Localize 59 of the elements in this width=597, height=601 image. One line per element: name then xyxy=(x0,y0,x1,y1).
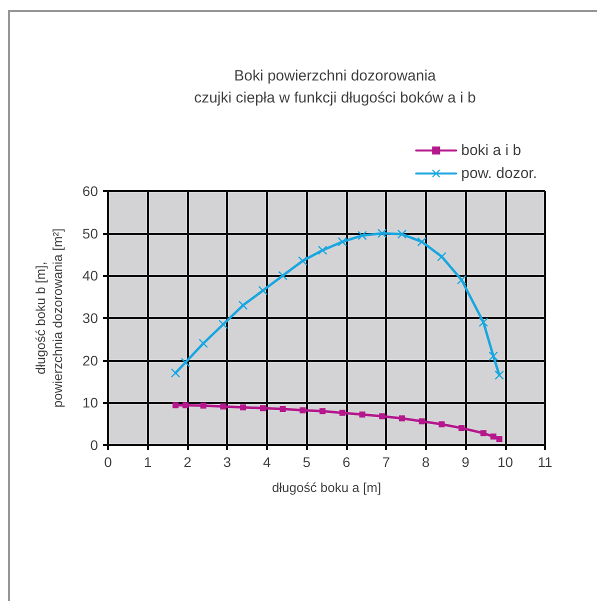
point xyxy=(338,237,347,246)
y-axis-title: długość boku b [m], powierzchnia dozorowania [m²] xyxy=(33,228,65,408)
y-tick-label: 40 xyxy=(82,268,98,284)
x-axis-title: długość boku a [m] xyxy=(272,480,382,495)
point xyxy=(198,338,208,348)
x-tick-label: 6 xyxy=(342,454,350,470)
legend-label: pow. dozor. xyxy=(461,165,538,182)
point xyxy=(417,237,426,246)
point xyxy=(488,352,498,361)
point xyxy=(437,252,446,262)
y-tick-label: 50 xyxy=(82,225,98,242)
point xyxy=(457,275,466,284)
point xyxy=(240,404,246,410)
point xyxy=(318,246,328,255)
x-tick-label: 10 xyxy=(497,454,514,470)
point xyxy=(358,230,367,240)
x-tick-label: 5 xyxy=(302,454,311,470)
point xyxy=(218,320,228,329)
point xyxy=(278,271,288,280)
point xyxy=(378,228,387,238)
point xyxy=(379,413,386,420)
point xyxy=(260,405,266,412)
point xyxy=(298,256,308,266)
point xyxy=(220,403,226,410)
point xyxy=(397,230,406,239)
point xyxy=(359,412,366,418)
point xyxy=(339,410,346,416)
point xyxy=(438,421,445,428)
x-tick-label: 4 xyxy=(263,454,272,470)
y-tick-label: 20 xyxy=(82,352,98,368)
point xyxy=(320,408,326,414)
point xyxy=(398,415,405,422)
chart-title: Boki powierzchni dozorowania czujki ciepła w funkcji długości boków a i b xyxy=(194,68,476,106)
point xyxy=(490,434,496,440)
x-tick-label: 2 xyxy=(184,454,192,470)
point xyxy=(280,406,286,412)
y-tick-label: 0 xyxy=(90,437,98,453)
legend-label: boki a i b xyxy=(461,142,522,159)
y-tick-label: 60 xyxy=(82,183,98,199)
x-tick-label: 9 xyxy=(462,454,470,470)
x-tick-label: 3 xyxy=(223,454,232,470)
point xyxy=(480,430,486,436)
point xyxy=(238,300,248,310)
point xyxy=(200,402,206,409)
y-tick-label: 30 xyxy=(82,310,98,326)
point xyxy=(458,425,465,432)
point xyxy=(478,318,488,327)
point xyxy=(300,407,306,414)
point xyxy=(172,402,179,408)
x-tick-label: 1 xyxy=(144,454,152,470)
x-tick-label: 7 xyxy=(382,454,390,470)
x-tick-label: 8 xyxy=(422,454,430,470)
x-tick-label: 0 xyxy=(104,454,112,470)
point xyxy=(418,418,425,424)
point xyxy=(496,436,502,442)
x-tick-label: 11 xyxy=(538,454,552,470)
y-tick-label: 10 xyxy=(82,394,98,411)
point xyxy=(182,402,188,408)
point xyxy=(494,370,504,380)
